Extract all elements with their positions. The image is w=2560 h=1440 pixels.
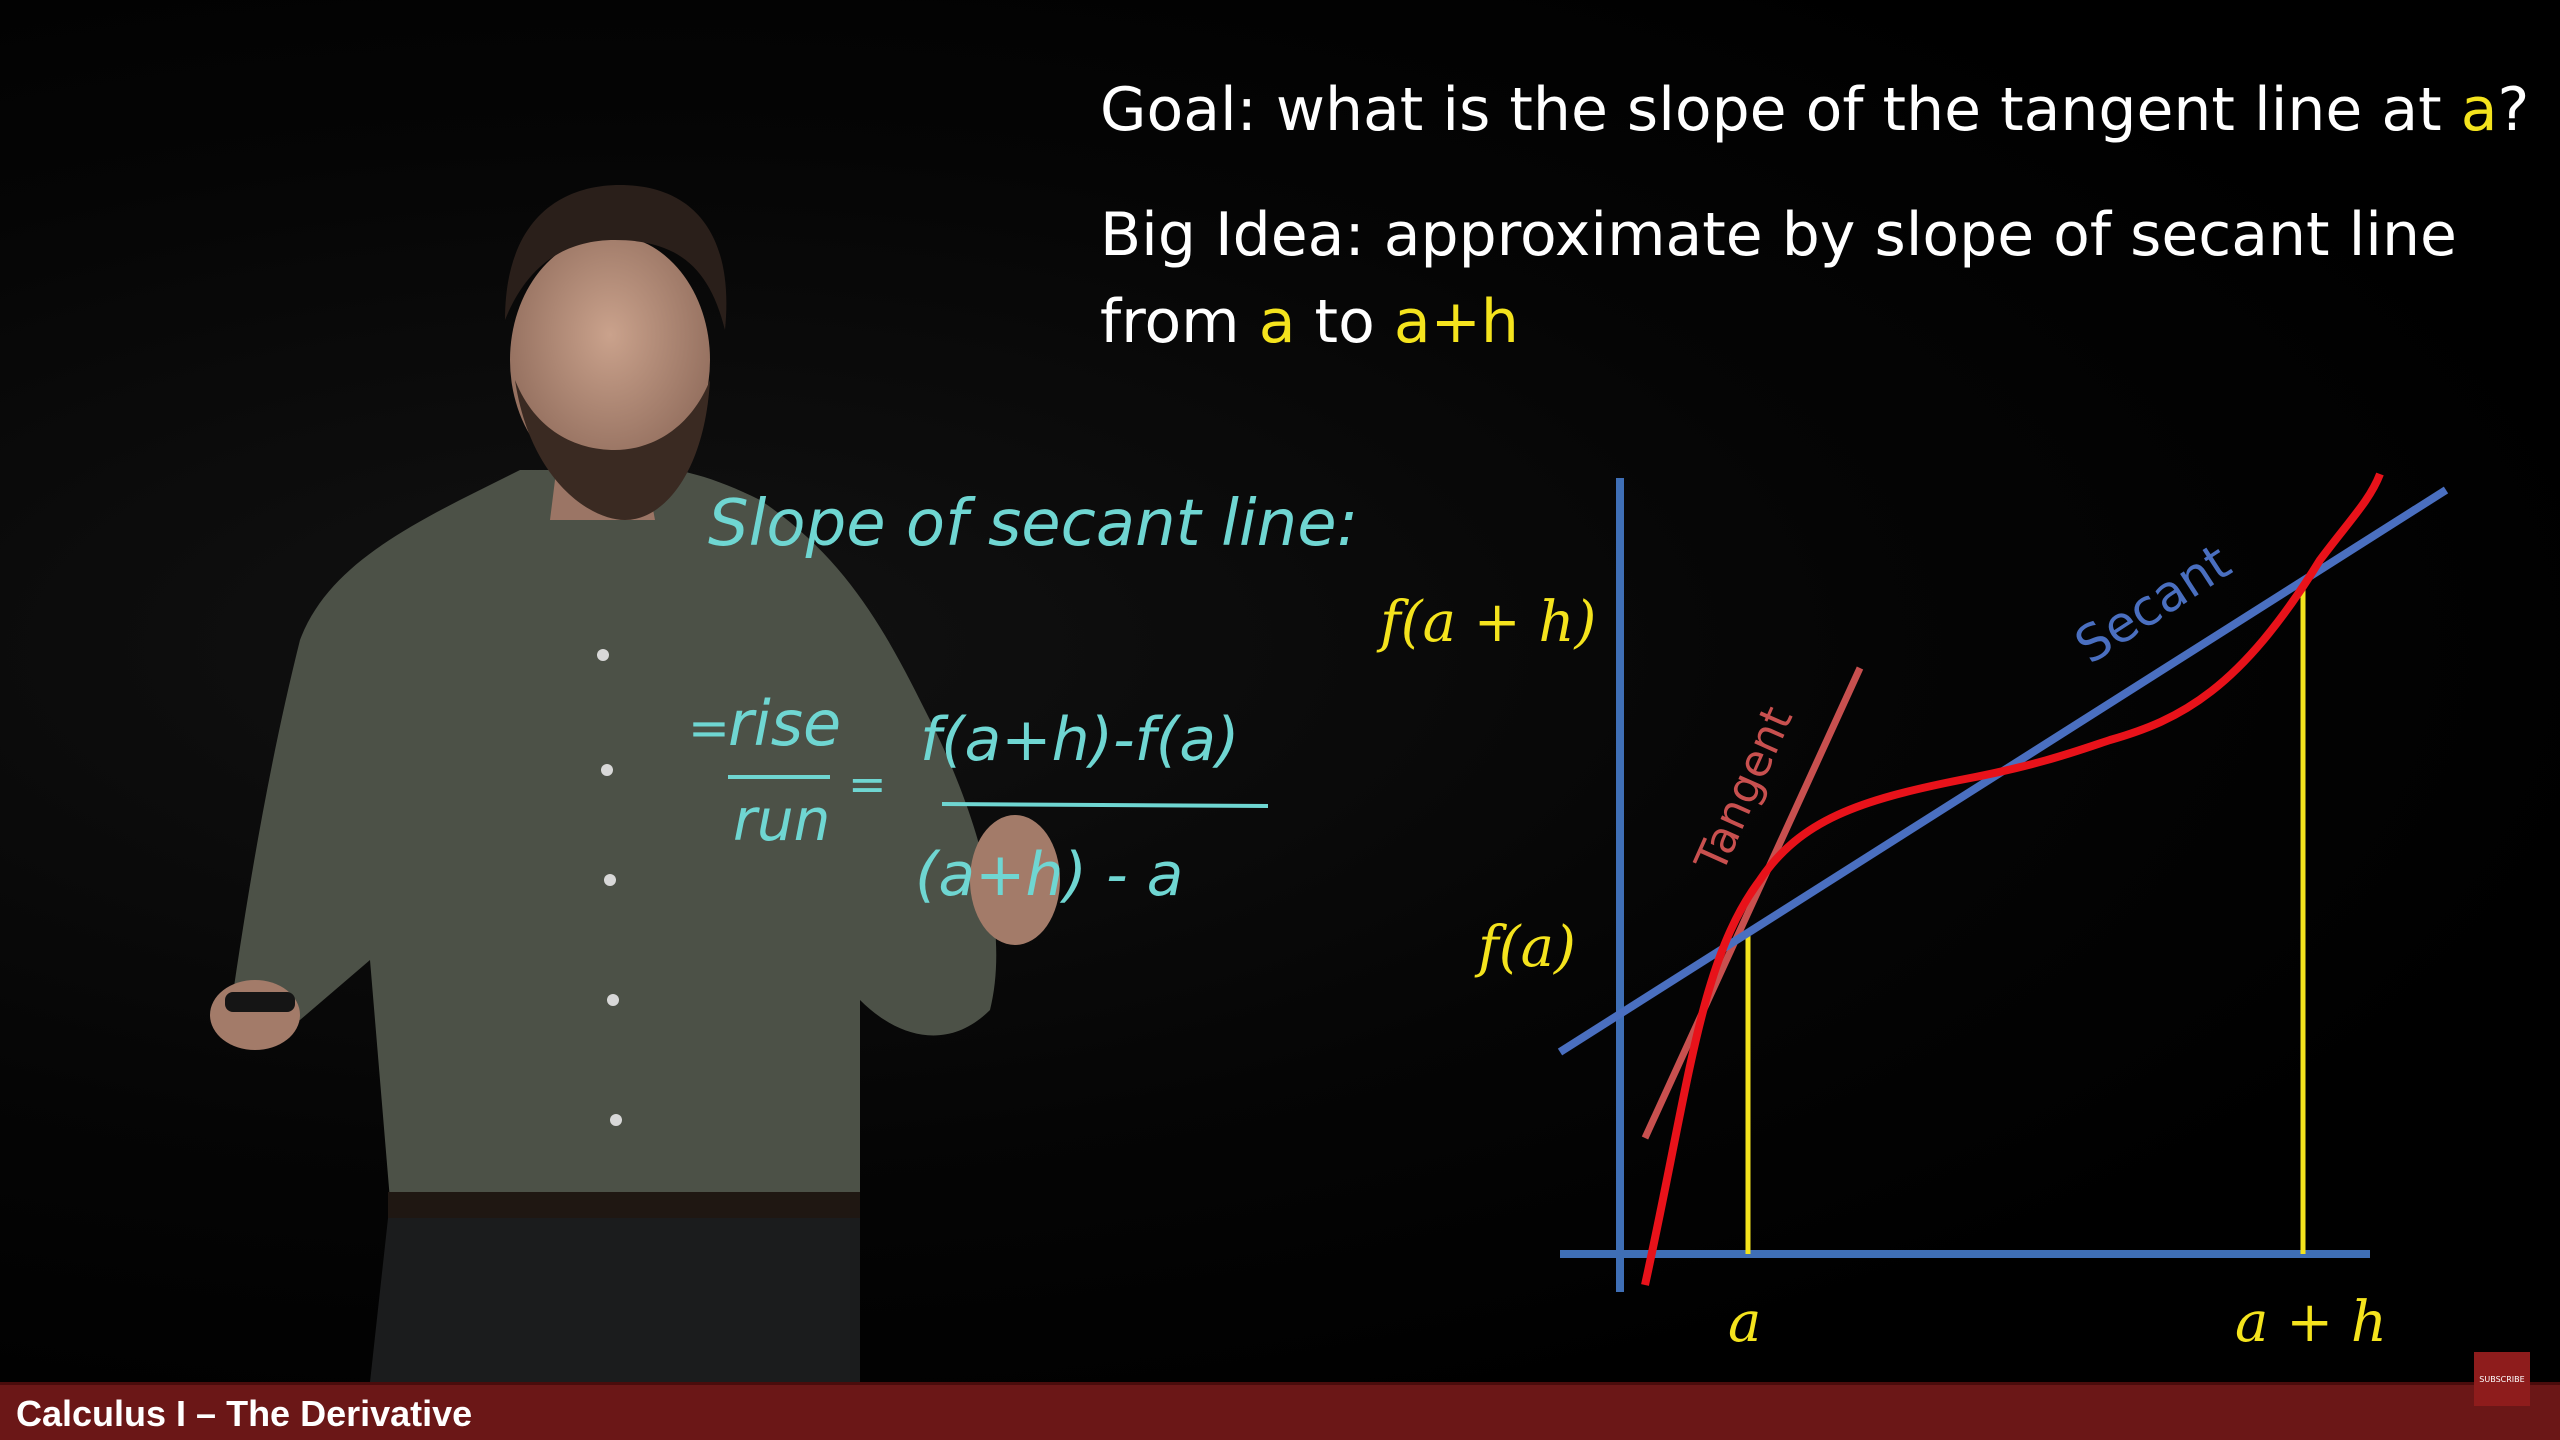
presentation-remote — [225, 992, 295, 1012]
big-idea-a-plus-h: a+h — [1393, 287, 1519, 357]
handwritten-heading: Slope of secant line: — [708, 487, 1358, 561]
secant-label: Secant — [2065, 533, 2241, 675]
instructor-shirt — [234, 466, 997, 1200]
big-idea-to: to — [1295, 287, 1394, 357]
instructor — [210, 185, 1060, 1382]
big-idea-a: a — [1258, 287, 1296, 357]
handwritten-run: run — [733, 786, 830, 854]
secant-graph: Secant Tangent — [1557, 472, 2449, 1292]
instructor-right-hand — [970, 815, 1060, 945]
goal-text: Goal: what is the slope of the tangent l… — [1100, 68, 2529, 152]
function-curve — [1641, 472, 2384, 1286]
goal-suffix: ? — [2497, 75, 2530, 145]
label-a-plus-h: a + h — [2235, 1290, 2387, 1355]
big-idea-text: Big Idea: approximate by slope of secant… — [1100, 200, 2457, 270]
goal-highlight: a — [2460, 75, 2498, 145]
handwritten-equals-2: = — [848, 757, 887, 811]
handwritten-rise: rise — [728, 687, 841, 760]
handwritten-denominator: (a+h) - a — [915, 840, 1183, 910]
instructor-belt — [388, 1192, 860, 1218]
instructor-pants — [370, 1200, 860, 1382]
label-f-of-a: f(a) — [1478, 915, 1576, 980]
subscribe-button[interactable]: SUBSCRIBE — [2474, 1352, 2530, 1406]
instructor-beard — [515, 380, 710, 520]
difference-quotient-fraction-bar — [941, 802, 1269, 808]
big-idea-from: from — [1100, 287, 1259, 357]
instructor-left-hand — [210, 980, 300, 1050]
instructor-head — [510, 235, 710, 485]
handwritten-numerator: f(a+h)-f(a) — [920, 705, 1239, 775]
instructor-hair — [505, 185, 727, 330]
label-f-of-a-plus-h: f(a + h) — [1380, 590, 1597, 655]
handwritten-equals: = — [688, 699, 730, 757]
goal-prefix: Goal: what is the slope of the tangent l… — [1100, 75, 2461, 145]
lower-third-bar: Calculus I – The Derivative — [0, 1382, 2560, 1440]
label-a: a — [1728, 1290, 1762, 1355]
tangent-line — [1641, 666, 1864, 1140]
course-title: Calculus I – The Derivative — [16, 1393, 473, 1434]
handwritten-notes: Slope of secant line: = rise run = f(a+h… — [688, 487, 1358, 910]
big-idea-text-line2: from a to a+h — [1100, 280, 1519, 364]
